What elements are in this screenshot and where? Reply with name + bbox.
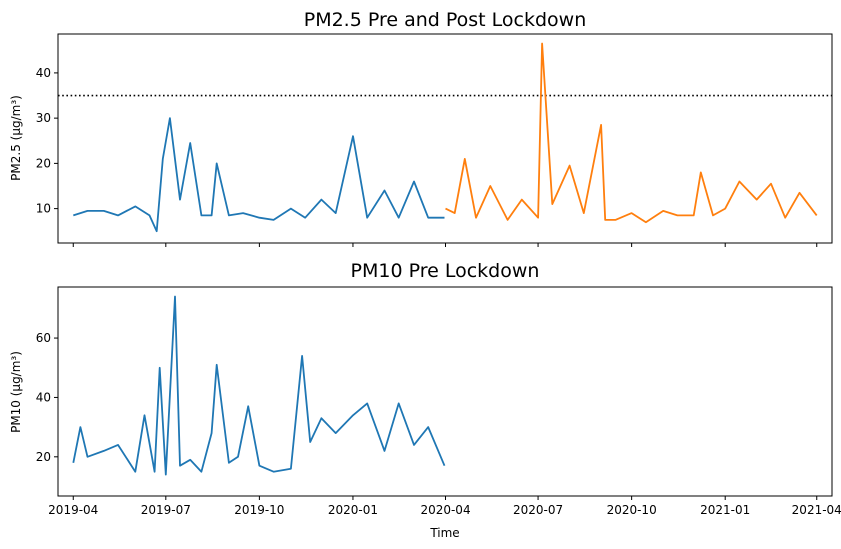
pm25-chart-title: PM2.5 Pre and Post Lockdown <box>304 9 587 31</box>
pm25-panel: PM2.5 Pre and Post Lockdown PM2.5 (µg/m³… <box>9 9 833 247</box>
pm25-y-axis-label: PM2.5 (µg/m³) <box>9 95 23 181</box>
pm10-x-tick-label: 2019-04 <box>48 503 98 517</box>
pm10-panel: PM10 Pre Lockdown PM10 (µg/m³) Time 20 40… <box>9 260 841 540</box>
pm10-x-tick-label: 2019-07 <box>141 503 191 517</box>
pm25-y-tick-label: 10 <box>36 202 51 216</box>
pm10-plot-area: 20 40 60 2019-04 2019-07 2019-10 2020-01 2020-0… <box>36 295 841 517</box>
pm10-x-tick-label: 2021-04 <box>792 503 841 517</box>
pm10-y-tick-label: 20 <box>36 450 51 464</box>
pm25-y-tick-label: 30 <box>36 111 51 125</box>
pm10-x-tick-label: 2021-01 <box>700 503 750 517</box>
pm25-plot-area: 10 20 30 40 <box>36 42 832 247</box>
pm10-x-tick-label: 2020-04 <box>420 503 470 517</box>
pm10-x-tick-label: 2019-10 <box>234 503 284 517</box>
pm10-y-tick-label: 40 <box>36 390 51 404</box>
pm10-chart-title: PM10 Pre Lockdown <box>351 260 540 282</box>
pm25-y-tick-label: 20 <box>36 156 51 170</box>
pm10-x-tick-label: 2020-01 <box>328 503 378 517</box>
pm10-axes-frame <box>57 286 833 497</box>
pm10-y-tick-label: 60 <box>36 331 51 345</box>
pm10-x-tick-label: 2020-10 <box>607 503 657 517</box>
pm10-series-line-1 <box>72 295 446 476</box>
pm25-axes-frame <box>57 33 833 244</box>
pm25-series-line-2 <box>445 42 818 224</box>
pm10-y-axis-label: PM10 (µg/m³) <box>9 351 23 433</box>
x-axis-label: Time <box>429 526 459 540</box>
pm10-x-tick-label: 2020-07 <box>513 503 563 517</box>
pm25-series-line-1 <box>73 117 445 233</box>
pm25-y-tick-label: 40 <box>36 66 51 80</box>
